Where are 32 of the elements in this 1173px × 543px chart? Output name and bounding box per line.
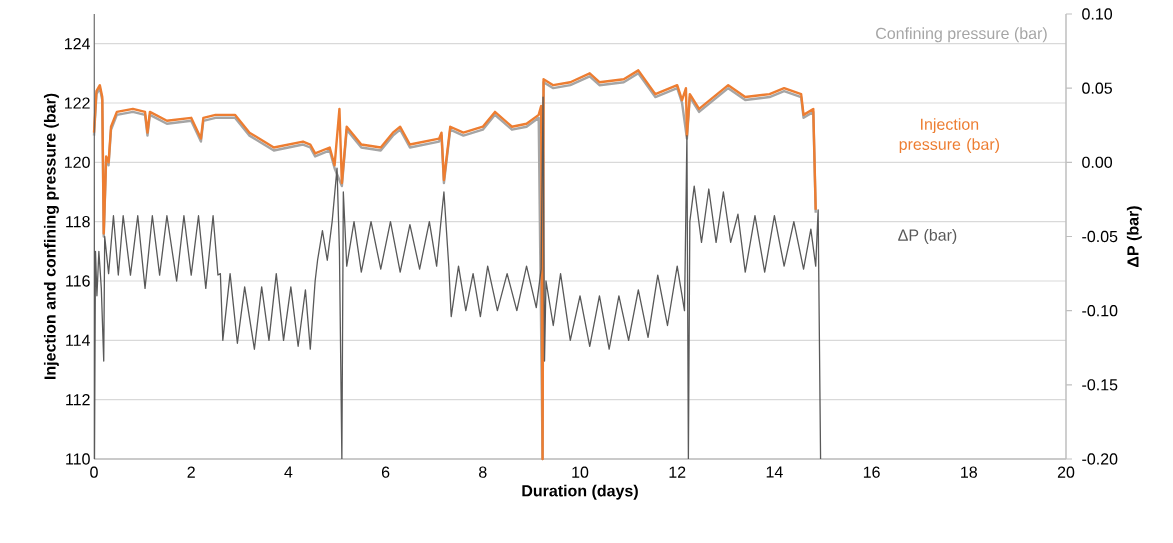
y-tick-label: 110 [66,453,90,465]
x-tick-label: 4 [284,466,293,478]
text: Injection pressure (bar) [899,118,1000,154]
x-tick-label: 6 [381,466,390,478]
y2-tick-label: 0.05 [1082,82,1112,94]
x-tick-label: 2 [187,466,195,478]
x-axis-title: Duration (days) [522,484,638,500]
y-tick-label: 122 [65,97,90,109]
y-tick-label: 120 [65,156,90,168]
text: Confining pressure (bar) [876,27,1047,43]
x-tick-label: 10 [572,466,589,478]
x-tick-label: 12 [669,466,686,478]
y2-tick-label: -0.15 [1082,379,1118,391]
x-tick-label: 16 [863,466,880,478]
y2-tick-label: 0.10 [1082,8,1113,20]
y2-tick-label: -0.05 [1082,230,1118,243]
y-tick-label: 112 [66,394,90,406]
y-axis-title: Injection and confining pressure (bar) [43,93,59,379]
x-tick-label: 0 [90,466,98,478]
y2-tick-label: 0.00 [1082,156,1113,168]
y-tick-label: 118 [66,216,90,228]
y2-tick-label: -0.20 [1082,453,1118,465]
text: ΔP (bar) [898,229,957,244]
x-tick-label: 20 [1057,466,1075,478]
x-tick-label: 14 [766,466,783,478]
y-tick-label: 114 [66,334,90,346]
y-tick-label: 116 [66,275,90,287]
y2-axis-title: ΔP (bar) [1126,206,1142,267]
y-tick-label: 124 [65,38,90,50]
x-tick-label: 18 [961,466,977,478]
x-tick-label: 8 [479,466,487,478]
y2-tick-label: -0.10 [1082,305,1118,317]
